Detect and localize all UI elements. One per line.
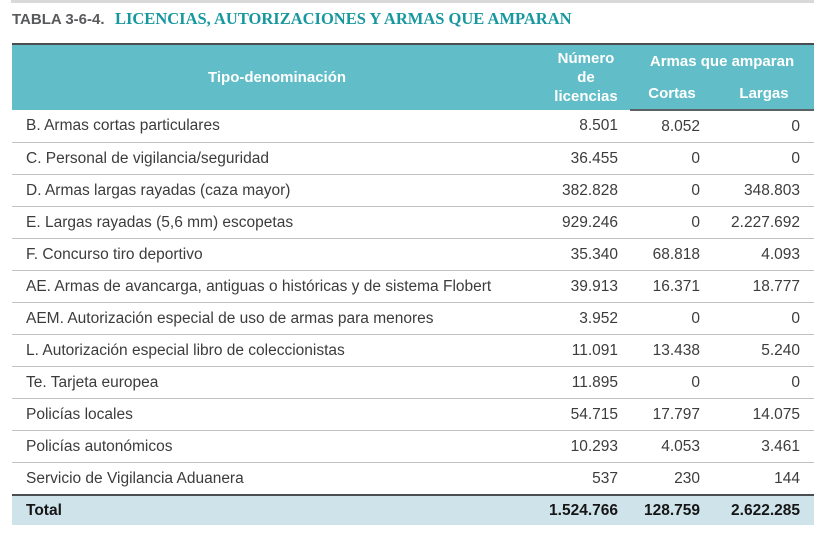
cell-licencias: 10.293 (542, 430, 630, 463)
cell-tipo: AE. Armas de avancarga, antiguas o histó… (12, 270, 542, 303)
cell-tipo: Servicio de Vigilancia Aduanera (12, 462, 542, 496)
table-row: Policías locales 54.715 17.797 14.075 (12, 398, 815, 431)
cell-licencias: 11.091 (542, 334, 630, 367)
table-row: D. Armas largas rayadas (caza mayor) 382… (12, 174, 815, 207)
table-heading-text: LICENCIAS, AUTORIZACIONES Y ARMAS QUE AM… (114, 9, 572, 28)
table-title: TABLA 3-6-4. LICENCIAS, AUTORIZACIONES Y… (12, 9, 572, 29)
cell-tipo: AEM. Autorización especial de uso de arm… (12, 302, 542, 335)
table-row: F. Concurso tiro deportivo 35.340 68.818… (12, 238, 815, 271)
cell-largas: 348.803 (714, 174, 815, 207)
cell-largas: 4.093 (714, 238, 815, 271)
column-header-cortas: Cortas (630, 77, 714, 111)
table-row: AEM. Autorización especial de uso de arm… (12, 302, 815, 335)
column-header-largas: Largas (714, 77, 815, 111)
cell-licencias: 3.952 (542, 302, 630, 335)
cell-largas: 0 (714, 302, 815, 335)
top-edge-strip (11, 0, 814, 3)
table-body: B. Armas cortas particulares 8.501 8.052… (12, 110, 815, 525)
table-row: E. Largas rayadas (5,6 mm) escopetas 929… (12, 206, 815, 239)
table-row: Te. Tarjeta europea 11.895 0 0 (12, 366, 815, 399)
cell-cortas: 8.052 (630, 110, 714, 143)
cell-tipo: Policías autonómicos (12, 430, 542, 463)
total-cortas: 128.759 (630, 494, 714, 525)
cell-licencias: 929.246 (542, 206, 630, 239)
cell-licencias: 36.455 (542, 142, 630, 175)
total-largas: 2.622.285 (714, 494, 815, 525)
table-number-label: TABLA 3-6-4. (12, 11, 105, 28)
cell-largas: 2.227.692 (714, 206, 815, 239)
cell-cortas: 0 (630, 302, 714, 335)
table-row: L. Autorización especial libro de colecc… (12, 334, 815, 367)
cell-largas: 18.777 (714, 270, 815, 303)
cell-tipo: D. Armas largas rayadas (caza mayor) (12, 174, 542, 207)
cell-largas: 144 (714, 462, 815, 496)
cell-cortas: 68.818 (630, 238, 714, 271)
table-row: C. Personal de vigilancia/seguridad 36.4… (12, 142, 815, 175)
cell-largas: 3.461 (714, 430, 815, 463)
cell-tipo: C. Personal de vigilancia/seguridad (12, 142, 542, 175)
cell-licencias: 35.340 (542, 238, 630, 271)
cell-cortas: 0 (630, 206, 714, 239)
column-group-header-armas: Armas que amparan (630, 44, 815, 78)
cell-largas: 0 (714, 110, 815, 143)
cell-tipo: F. Concurso tiro deportivo (12, 238, 542, 271)
table-row: Servicio de Vigilancia Aduanera 537 230 … (12, 462, 815, 496)
cell-cortas: 0 (630, 142, 714, 175)
licenses-table: Tipo-denominación Número de licencias Ar… (12, 43, 815, 525)
cell-cortas: 13.438 (630, 334, 714, 367)
cell-largas: 0 (714, 142, 815, 175)
cell-tipo: B. Armas cortas particulares (12, 110, 542, 143)
table-row: AE. Armas de avancarga, antiguas o histó… (12, 270, 815, 303)
total-licencias: 1.524.766 (542, 494, 630, 525)
table-header: Tipo-denominación Número de licencias Ar… (12, 44, 815, 111)
column-header-tipo: Tipo-denominación (12, 44, 542, 110)
cell-largas: 14.075 (714, 398, 815, 431)
table-row: Policías autonómicos 10.293 4.053 3.461 (12, 430, 815, 463)
cell-licencias: 39.913 (542, 270, 630, 303)
table-row: B. Armas cortas particulares 8.501 8.052… (12, 110, 815, 143)
cell-licencias: 11.895 (542, 366, 630, 399)
cell-licencias: 8.501 (542, 110, 630, 143)
cell-tipo: Te. Tarjeta europea (12, 366, 542, 399)
cell-cortas: 230 (630, 462, 714, 496)
cell-licencias: 382.828 (542, 174, 630, 207)
total-label: Total (12, 494, 542, 525)
cell-licencias: 537 (542, 462, 630, 496)
cell-cortas: 16.371 (630, 270, 714, 303)
cell-largas: 0 (714, 366, 815, 399)
cell-licencias: 54.715 (542, 398, 630, 431)
cell-tipo: E. Largas rayadas (5,6 mm) escopetas (12, 206, 542, 239)
cell-cortas: 17.797 (630, 398, 714, 431)
cell-cortas: 4.053 (630, 430, 714, 463)
cell-largas: 5.240 (714, 334, 815, 367)
cell-tipo: Policías locales (12, 398, 542, 431)
column-header-licencias: Número de licencias (542, 44, 630, 110)
cell-cortas: 0 (630, 174, 714, 207)
cell-cortas: 0 (630, 366, 714, 399)
total-row: Total 1.524.766 128.759 2.622.285 (12, 494, 815, 525)
cell-tipo: L. Autorización especial libro de colecc… (12, 334, 542, 367)
